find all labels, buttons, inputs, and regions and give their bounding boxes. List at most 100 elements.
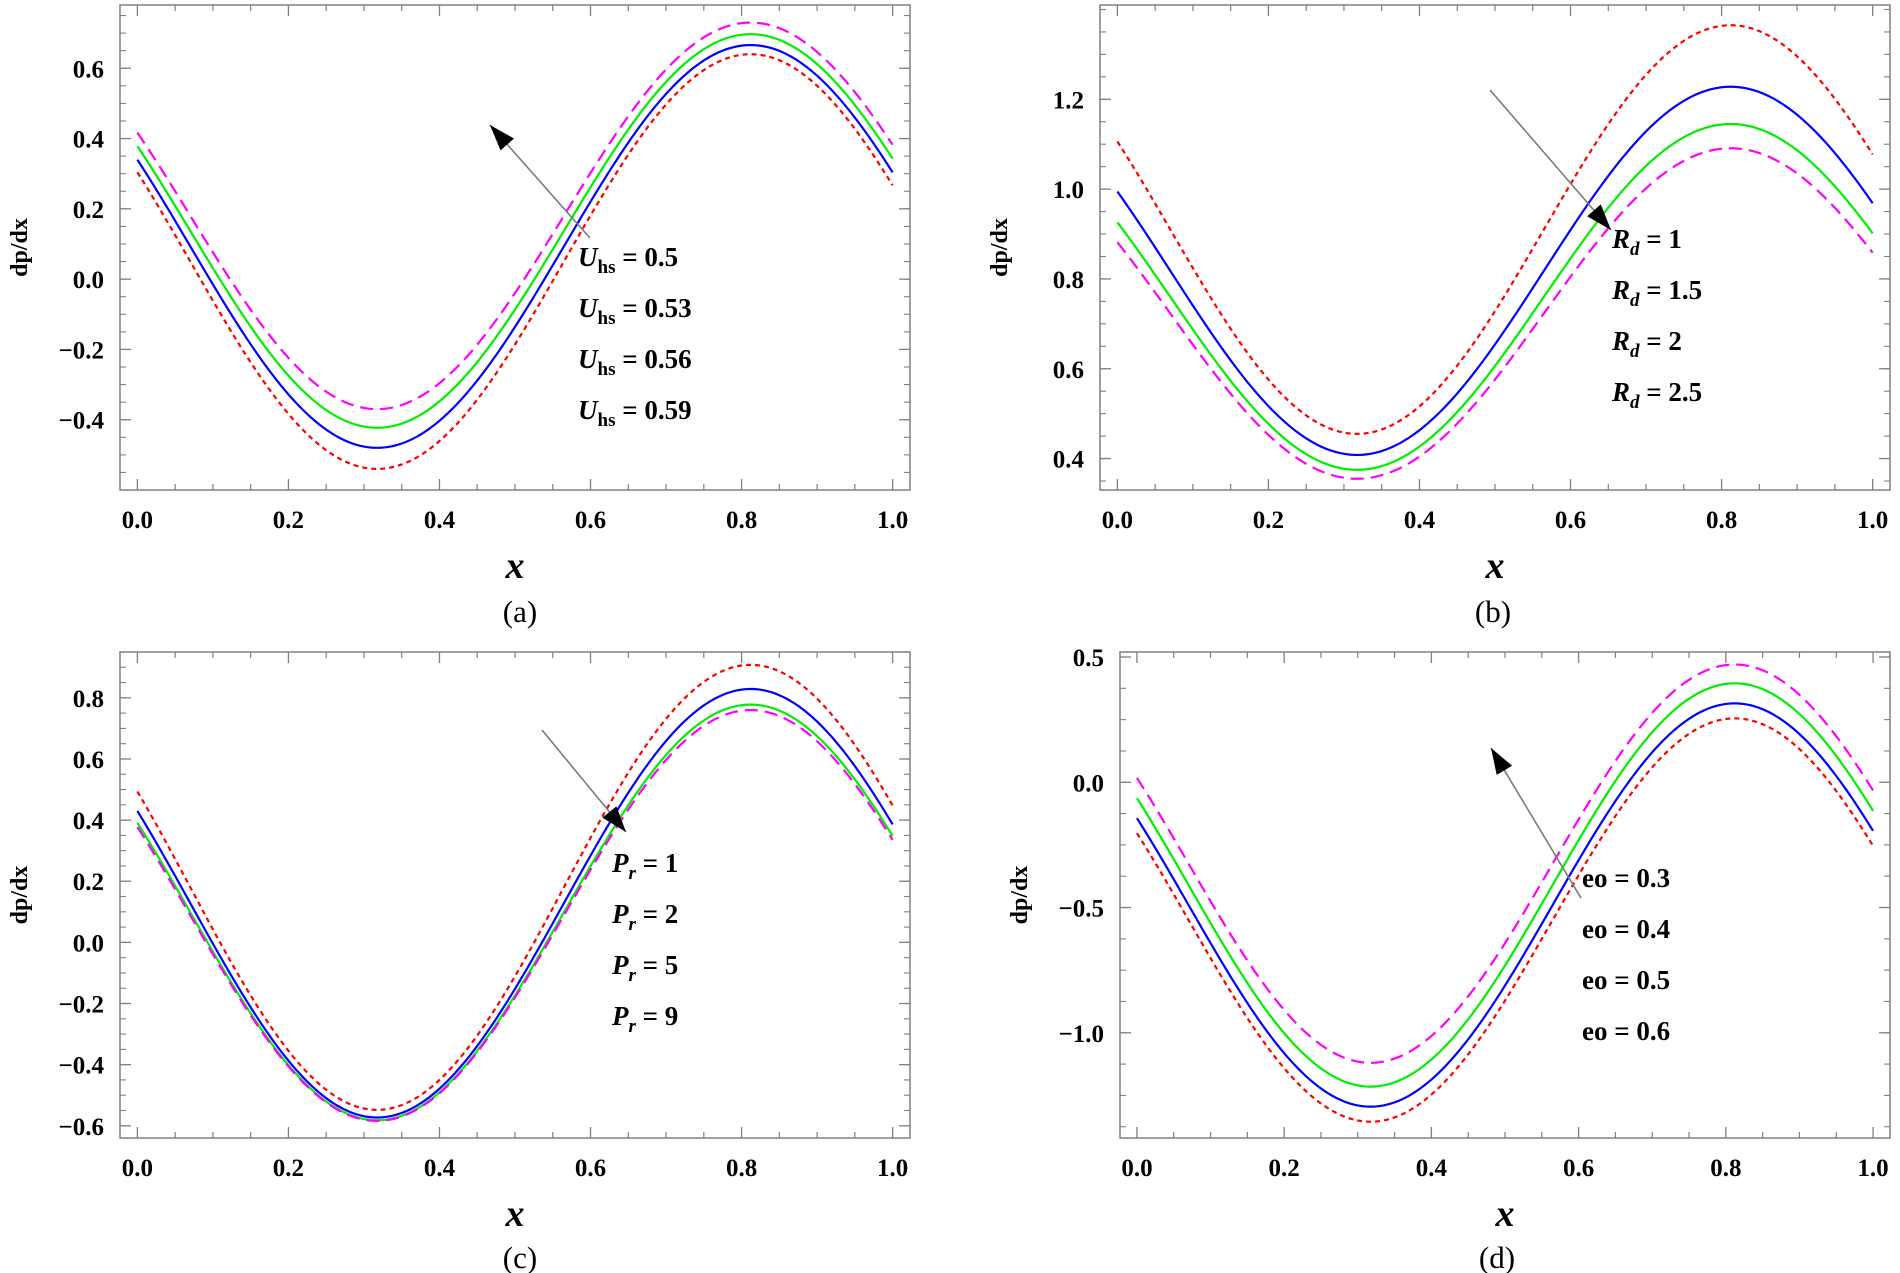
legend-entry: Rd = 2.5 xyxy=(1611,377,1702,413)
y-tick-label: 0.4 xyxy=(1053,447,1085,474)
x-tick-label: 0.2 xyxy=(1253,507,1284,534)
series-line xyxy=(136,43,894,449)
x-tick-label: 0.2 xyxy=(273,507,304,534)
series-line xyxy=(136,53,894,470)
x-tick-label: 0.0 xyxy=(122,507,153,534)
y-tick-label: 1.0 xyxy=(1053,177,1084,204)
panel-caption: (c) xyxy=(503,1240,537,1273)
y-tick-label: 0.2 xyxy=(73,197,104,224)
series-line xyxy=(1116,122,1874,471)
trend-arrow-head xyxy=(1491,748,1513,775)
x-tick-label: 0.2 xyxy=(1269,1155,1300,1182)
x-tick-label: 0.4 xyxy=(1416,1155,1448,1182)
series-line xyxy=(1116,85,1874,457)
legend-entry: Uhs = 0.59 xyxy=(578,395,692,431)
panel-a: 0.0 0.2 0.4 0.6 0.8 1.0 −0.4 −0.2 0.0 0.2 0.4 0.6 dp… xyxy=(7,4,911,629)
legend-entry: Pr = 5 xyxy=(611,950,678,986)
x-axis-label: x xyxy=(1495,1193,1515,1235)
x-tick-label: 0.4 xyxy=(424,1155,456,1182)
panel-caption: (d) xyxy=(1479,1240,1515,1273)
legend-entry: eo = 0.5 xyxy=(1582,965,1670,995)
panel-d: 0.0 0.2 0.4 0.6 0.8 1.0 −1.0 −0.5 0.0 0.5 dp/dx x (d… xyxy=(1007,645,1891,1273)
y-tick-label: 0.5 xyxy=(1073,645,1104,672)
x-tick-label: 1.0 xyxy=(877,1155,908,1182)
y-tick-label: −0.4 xyxy=(59,408,105,435)
x-tick-label: 0.4 xyxy=(1404,507,1436,534)
x-tick-label: 0.6 xyxy=(575,1155,606,1182)
panel-caption: (a) xyxy=(503,594,537,629)
y-tick-label: 0.4 xyxy=(73,127,105,154)
panel-c: 0.0 0.2 0.4 0.6 0.8 1.0 −0.6 −0.4 −0.2 0.0 0.2 0.4 0… xyxy=(7,651,911,1273)
series-line xyxy=(136,703,894,1122)
y-tick-label: −0.5 xyxy=(1059,896,1105,923)
series-line xyxy=(1116,24,1874,435)
legend-entry: eo = 0.3 xyxy=(1582,863,1670,893)
x-tick-label: 0.8 xyxy=(726,1155,757,1182)
series-line xyxy=(1136,663,1874,1064)
series-line xyxy=(1136,702,1874,1108)
plot-frame xyxy=(119,4,911,491)
y-axis-label: dp/dx xyxy=(7,866,33,925)
y-tick-label: 0.4 xyxy=(73,808,105,835)
y-tick-label: −0.2 xyxy=(59,992,105,1019)
legend-entry: Pr = 9 xyxy=(611,1001,678,1037)
y-tick-label: 1.2 xyxy=(1053,87,1084,114)
x-tick-label: 0.6 xyxy=(1555,507,1586,534)
y-tick-label: −1.0 xyxy=(1059,1021,1105,1048)
legend-entry: Rd = 2 xyxy=(1611,326,1682,362)
series-line xyxy=(136,21,894,411)
y-tick-label: 0.6 xyxy=(73,56,104,83)
plot-frame xyxy=(1099,4,1891,491)
series-line xyxy=(136,33,894,429)
y-tick-label: 0.8 xyxy=(73,686,104,713)
series-line xyxy=(136,687,894,1119)
y-tick-label: 0.0 xyxy=(73,930,104,957)
x-axis-label: x xyxy=(1485,545,1505,587)
legend-entry: eo = 0.4 xyxy=(1582,914,1670,944)
trend-arrow-line xyxy=(1490,747,1582,899)
y-tick-label: 0.6 xyxy=(73,747,104,774)
plot-frame xyxy=(119,651,911,1139)
x-tick-label: 0.0 xyxy=(1102,507,1133,534)
x-tick-label: 0.8 xyxy=(726,507,757,534)
y-axis-label: dp/dx xyxy=(987,218,1013,277)
legend-entry: Rd = 1.5 xyxy=(1611,275,1702,311)
y-tick-label: 0.0 xyxy=(1073,770,1104,797)
series-line xyxy=(1136,717,1874,1123)
series-line xyxy=(136,708,894,1122)
legend-entry: Pr = 1 xyxy=(611,848,678,884)
y-tick-label: −0.6 xyxy=(59,1114,105,1141)
panel-caption: (b) xyxy=(1475,594,1511,629)
x-tick-label: 0.2 xyxy=(273,1155,304,1182)
legend-entry: Rd = 1 xyxy=(1611,224,1682,260)
y-tick-label: 0.2 xyxy=(73,869,104,896)
series-line xyxy=(1136,682,1874,1088)
legend-entry: Uhs = 0.5 xyxy=(578,242,678,278)
legend-entry: Uhs = 0.53 xyxy=(578,293,692,329)
plot-frame xyxy=(1119,651,1891,1139)
y-tick-label: −0.2 xyxy=(59,337,105,364)
x-tick-label: 1.0 xyxy=(1857,1155,1888,1182)
series-line xyxy=(1116,147,1874,480)
y-tick-label: 0.8 xyxy=(1053,267,1084,294)
x-axis-label: x xyxy=(505,1193,525,1235)
x-tick-label: 1.0 xyxy=(877,507,908,534)
legend-entry: eo = 0.6 xyxy=(1582,1016,1670,1046)
y-tick-label: 0.0 xyxy=(73,267,104,294)
panel-b: 0.0 0.2 0.4 0.6 0.8 1.0 0.4 0.6 0.8 1.0 1.2 dp/dx x (… xyxy=(987,4,1891,629)
x-tick-label: 0.0 xyxy=(1121,1155,1152,1182)
trend-arrow-line xyxy=(1489,89,1612,231)
trend-arrow-head xyxy=(602,806,626,832)
y-axis-label: dp/dx xyxy=(1007,866,1033,925)
x-tick-label: 1.0 xyxy=(1857,507,1888,534)
y-axis-label: dp/dx xyxy=(7,218,33,277)
x-tick-label: 0.6 xyxy=(1563,1155,1594,1182)
x-tick-label: 0.8 xyxy=(1706,507,1737,534)
legend-entry: Pr = 2 xyxy=(611,899,678,935)
x-axis-label: x xyxy=(505,545,525,587)
y-tick-label: 0.6 xyxy=(1053,357,1084,384)
trend-arrow-head xyxy=(1587,204,1611,230)
legend-entry: Uhs = 0.56 xyxy=(578,344,692,380)
trend-arrow-head xyxy=(490,125,514,151)
